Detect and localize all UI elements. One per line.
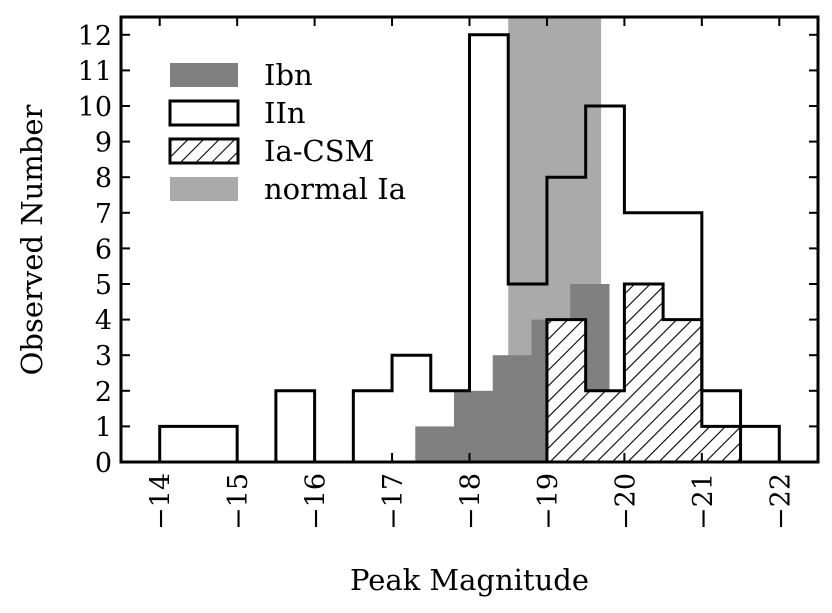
iin-histogram-outline: [158, 33, 781, 462]
ia-csm-outline: [545, 282, 743, 462]
legend-label-ibn: Ibn: [264, 58, 313, 92]
y-tick-label: 12: [78, 21, 112, 52]
ibn-bar: [531, 319, 548, 462]
ia-csm-bar: [624, 284, 664, 462]
legend-label-iin: IIn: [264, 96, 306, 130]
ibn-bar: [415, 426, 455, 462]
y-tick-label: 8: [95, 163, 112, 194]
x-tick-label: −15: [223, 473, 254, 530]
legend-swatch-ia-csm: [168, 137, 240, 165]
ia-csm-bar: [701, 426, 741, 462]
legend-label-normal-ia: normal Ia: [264, 172, 406, 206]
x-tick-label: −14: [146, 473, 177, 530]
y-tick-label: 5: [95, 270, 112, 301]
ia-csm-bar: [663, 319, 702, 462]
x-tick-label: −18: [456, 473, 487, 530]
x-tick-label: −21: [688, 473, 719, 530]
y-axis-label: Observed Number: [15, 105, 49, 376]
axis-ticks: −14 −15 −16 −17 −18 −19 −20 −21 −220123456789101…: [78, 17, 818, 530]
y-tick-label: 0: [95, 448, 112, 479]
y-tick-label: 9: [95, 128, 112, 159]
legend: Ibn IIn Ia-CSM normal Ia: [168, 58, 406, 206]
legend-swatch-normal-ia: [170, 177, 238, 201]
ia-csm-bar: [585, 390, 625, 462]
legend-swatch-iin: [168, 99, 240, 127]
x-tick-label: −20: [610, 473, 641, 530]
ibn-bar: [492, 355, 509, 462]
y-tick-label: 4: [95, 306, 112, 337]
y-tick-label: 7: [95, 199, 112, 230]
x-tick-label: −22: [765, 473, 796, 530]
legend-label-ia-csm: Ia-CSM: [264, 134, 374, 168]
x-axis-label: Peak Magnitude: [350, 563, 589, 597]
y-tick-label: 11: [78, 56, 112, 87]
legend-swatch-ibn: [170, 63, 238, 87]
y-tick-label: 1: [95, 412, 112, 443]
plot-area: [158, 17, 781, 462]
y-tick-label: 3: [95, 341, 112, 372]
x-tick-label: −17: [378, 473, 409, 530]
x-tick-label: −19: [533, 473, 564, 530]
x-tick-label: −16: [301, 473, 332, 530]
y-tick-label: 2: [95, 377, 112, 408]
ia-csm-bar: [546, 319, 586, 462]
ibn-bar: [454, 390, 494, 462]
ibn-bar: [508, 355, 533, 462]
y-tick-label: 6: [95, 234, 112, 265]
y-tick-label: 10: [78, 92, 112, 123]
